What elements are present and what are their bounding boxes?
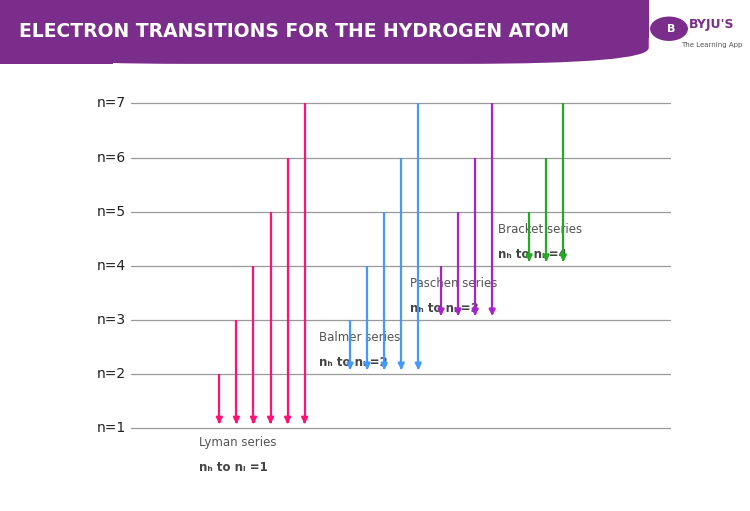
Text: n=3: n=3 [97,313,125,327]
Text: BYJU'S: BYJU'S [688,18,734,31]
Text: Lyman series: Lyman series [200,435,277,449]
Text: nₕ to nₗ =2: nₕ to nₗ =2 [319,356,388,369]
Text: Balmer series: Balmer series [319,331,400,344]
Circle shape [651,17,687,40]
Text: The Learning App: The Learning App [681,42,742,48]
Text: n=5: n=5 [97,204,125,219]
Text: nₕ to nₗ =3: nₕ to nₗ =3 [410,302,478,315]
FancyBboxPatch shape [0,0,649,64]
Text: Bracket series: Bracket series [498,223,582,236]
FancyBboxPatch shape [0,0,112,64]
Text: n=4: n=4 [97,259,125,273]
Text: ELECTRON TRANSITIONS FOR THE HYDROGEN ATOM: ELECTRON TRANSITIONS FOR THE HYDROGEN AT… [19,22,568,41]
Text: n=6: n=6 [96,151,125,165]
Text: nₕ to nₗ =4: nₕ to nₗ =4 [498,248,567,261]
FancyBboxPatch shape [0,0,649,38]
Text: n=1: n=1 [96,421,125,435]
Text: B: B [667,24,675,34]
Text: n=7: n=7 [97,97,125,110]
Text: n=2: n=2 [97,367,125,381]
Text: Paschen series: Paschen series [410,277,497,290]
Text: nₕ to nₗ =1: nₕ to nₗ =1 [200,460,268,474]
